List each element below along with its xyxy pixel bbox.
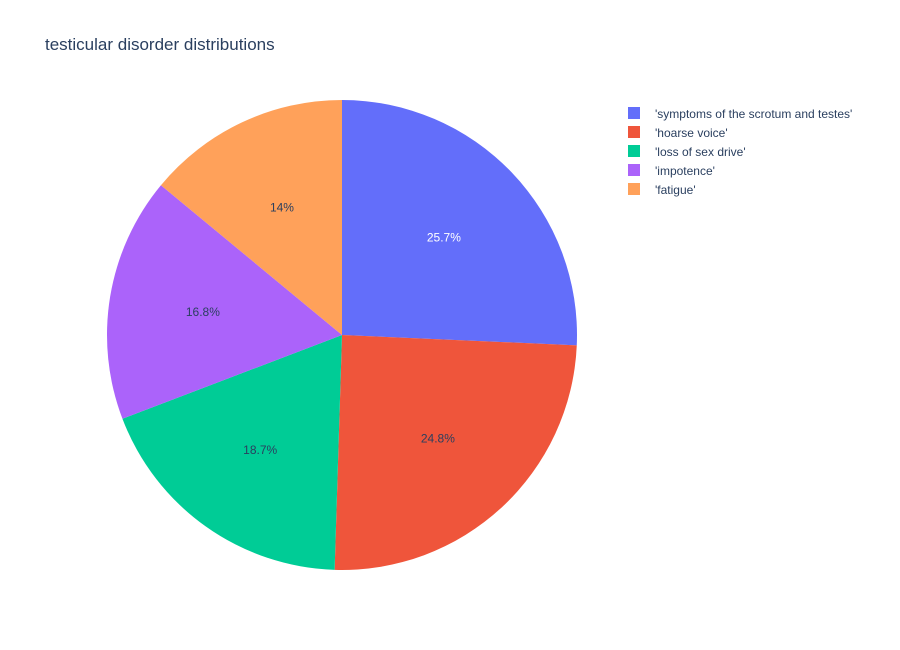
legend-item[interactable]: 'symptoms of the scrotum and testes': [628, 107, 852, 121]
legend-item[interactable]: 'impotence': [628, 164, 715, 178]
legend: 'symptoms of the scrotum and testes' 'hoa…: [628, 107, 852, 197]
chart-title: testicular disorder distributions: [45, 35, 275, 54]
legend-label: 'fatigue': [655, 183, 696, 197]
legend-swatch: [628, 145, 640, 157]
legend-label: 'symptoms of the scrotum and testes': [655, 107, 852, 121]
pie-slice-label: 25.7%: [427, 231, 461, 245]
legend-label: 'impotence': [655, 164, 715, 178]
legend-swatch: [628, 126, 640, 138]
legend-swatch: [628, 164, 640, 176]
legend-item[interactable]: 'loss of sex drive': [628, 145, 746, 159]
pie-slice-label: 14%: [270, 200, 294, 214]
pie-slices: [106, 100, 577, 570]
legend-swatch: [628, 107, 640, 119]
pie-slice[interactable]: [160, 100, 342, 335]
legend-item[interactable]: 'hoarse voice': [628, 126, 728, 140]
legend-item[interactable]: 'fatigue': [628, 183, 696, 197]
pie-slice[interactable]: [122, 335, 342, 570]
pie-slice-label: 18.7%: [243, 443, 277, 457]
pie-slice[interactable]: [106, 185, 342, 419]
pie-slice[interactable]: [342, 100, 577, 346]
legend-label: 'loss of sex drive': [655, 145, 746, 159]
pie-slice[interactable]: [334, 335, 577, 570]
legend-swatch: [628, 183, 640, 195]
pie-slice-label: 16.8%: [186, 305, 220, 319]
pie-slice-label: 24.8%: [421, 431, 455, 445]
legend-label: 'hoarse voice': [655, 126, 728, 140]
pie-slice-labels: 25.7% 24.8% 18.7% 16.8% 14%: [186, 200, 461, 456]
